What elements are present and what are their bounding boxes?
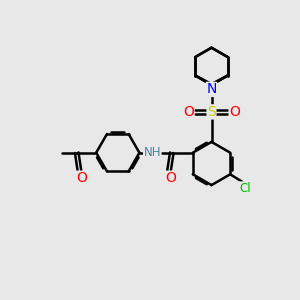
- Text: Cl: Cl: [239, 182, 251, 195]
- Text: O: O: [76, 171, 87, 185]
- Text: S: S: [207, 105, 216, 119]
- Text: NH: NH: [143, 146, 161, 159]
- Text: O: O: [165, 171, 176, 185]
- Text: O: O: [229, 105, 240, 119]
- Text: N: N: [206, 82, 217, 96]
- Text: O: O: [183, 105, 194, 119]
